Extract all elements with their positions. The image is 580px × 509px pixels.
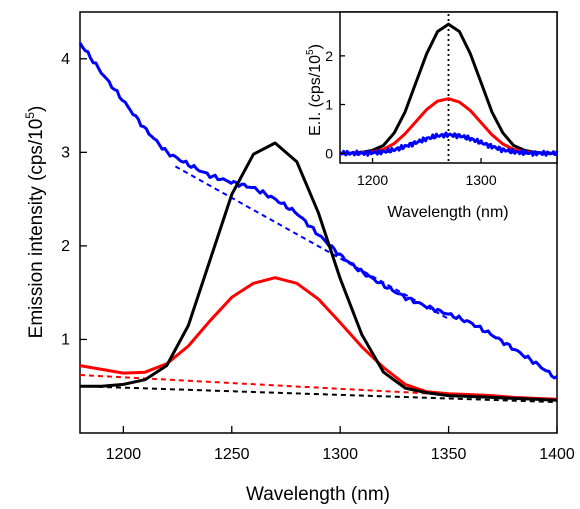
main-x-axis-label: Wavelength (nm) [246, 484, 390, 505]
main-series-line-2 [79, 276, 558, 401]
inset-y-label-prefix: E.I. (cps/10 [307, 55, 324, 136]
inset-y-label-exponent: 5 [305, 49, 316, 55]
main-series-line-5 [79, 385, 558, 404]
main-plot-frame [79, 11, 558, 434]
main-series-line-0 [78, 42, 558, 380]
main-x-tick-label: 1300 [322, 446, 358, 463]
main-y-ticks: 1 2 3 4 [61, 51, 87, 348]
main-y-label-prefix: Emission intensity (cps/10 [26, 119, 47, 339]
main-y-tick-label: 1 [61, 331, 70, 348]
inset-series-line-0 [340, 22, 557, 155]
main-y-axis-label: Emission intensity (cps/105) [23, 106, 47, 339]
main-y-tick-label: 3 [61, 144, 70, 161]
inset-plot-frame [339, 11, 558, 164]
main-y-tick-label: 4 [61, 51, 70, 68]
inset-y-tick-label: 1 [325, 97, 333, 113]
inset-x-axis-label: Wavelength (nm) [387, 204, 508, 221]
main-series-line-4 [80, 141, 558, 402]
main-x-tick-label: 1200 [106, 446, 142, 463]
inset-series-line-2 [339, 131, 559, 157]
main-y-label-suffix: ) [26, 106, 47, 112]
main-y-label-exponent: 5 [23, 112, 37, 119]
main-x-ticks: 1200 1250 1300 1350 1400 [106, 426, 575, 463]
inset-plot: 1200 1300 0 1 2 Wavelength (nm) E.I. (cps/1… [305, 11, 559, 221]
inset-series-group [339, 22, 559, 157]
inset-y-ticks: 0 1 2 [325, 48, 345, 161]
inset-y-tick-label: 0 [325, 145, 333, 161]
main-x-tick-label: 1400 [539, 446, 575, 463]
inset-y-label-suffix: ) [307, 44, 324, 49]
main-x-tick-label: 1350 [431, 446, 467, 463]
inset-y-axis-label: E.I. (cps/105) [305, 44, 324, 136]
inset-x-tick-label: 1300 [465, 172, 496, 188]
inset-x-tick-label: 1200 [357, 172, 388, 188]
main-series-line-1 [174, 165, 450, 320]
inset-plot-background [340, 12, 557, 163]
inset-y-tick-label: 2 [325, 48, 333, 64]
main-y-tick-label: 2 [61, 238, 70, 255]
main-series-group [78, 42, 558, 404]
inset-x-ticks: 1200 1300 [357, 158, 497, 188]
main-x-tick-label: 1250 [214, 446, 250, 463]
